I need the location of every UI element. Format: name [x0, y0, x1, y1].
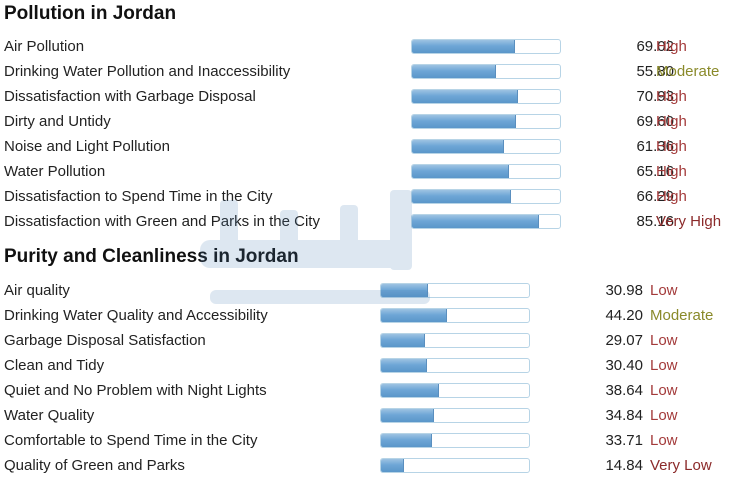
level-badge: High [656, 138, 687, 155]
level-badge: Very High [656, 213, 722, 230]
level-badge: Moderate [650, 307, 714, 324]
metric-value: 69.60 [636, 113, 674, 130]
metric-value: 65.16 [636, 163, 674, 180]
level-badge: High [656, 113, 687, 130]
progress-bar-fill [381, 284, 428, 297]
progress-bar-fill [412, 140, 504, 153]
metric-label: Dirty and Untidy [4, 113, 111, 130]
progress-bar-fill [381, 434, 432, 447]
metric-value: 14.84 [605, 457, 643, 474]
progress-bar [411, 89, 561, 104]
metric-value: 61.36 [636, 138, 674, 155]
metric-value: 66.29 [636, 188, 674, 205]
list-item: Drinking Water Quality and Accessibility… [0, 303, 736, 328]
list-item: Noise and Light Pollution 61.36 High [0, 134, 736, 159]
progress-bar [411, 214, 561, 229]
progress-bar [411, 39, 561, 54]
list-item: Air quality 30.98 Low [0, 278, 736, 303]
list-item: Quiet and No Problem with Night Lights 38… [0, 378, 736, 403]
list-item: Dissatisfaction with Green and Parks in … [0, 209, 736, 234]
progress-bar-fill [412, 190, 512, 203]
progress-bar [380, 383, 530, 398]
level-badge: Low [650, 407, 678, 424]
metric-value: 30.40 [605, 357, 643, 374]
progress-bar-fill [412, 165, 510, 178]
metric-value: 33.71 [605, 432, 643, 449]
metric-value: 55.80 [636, 63, 674, 80]
metric-value: 30.98 [605, 282, 643, 299]
list-item: Dissatisfaction with Garbage Disposal 70.… [0, 84, 736, 109]
metric-value: 34.84 [605, 407, 643, 424]
progress-bar [380, 458, 530, 473]
progress-bar-fill [381, 359, 427, 372]
metric-label: Air quality [4, 282, 70, 299]
metric-label: Garbage Disposal Satisfaction [4, 332, 206, 349]
level-badge: Low [650, 382, 678, 399]
level-badge: High [656, 163, 687, 180]
list-item: Comfortable to Spend Time in the City 33.… [0, 428, 736, 453]
progress-bar-fill [412, 115, 516, 128]
list-item: Drinking Water Pollution and Inaccessibi… [0, 59, 736, 84]
list-item: Dirty and Untidy 69.60 High [0, 109, 736, 134]
progress-bar [411, 114, 561, 129]
metric-value: 70.93 [636, 88, 674, 105]
level-badge: Low [650, 332, 678, 349]
metric-label: Water Pollution [4, 163, 106, 180]
section-title-purity: Purity and Cleanliness in Jordan [4, 246, 299, 267]
metric-label: Comfortable to Spend Time in the City [4, 432, 258, 449]
progress-bar [380, 433, 530, 448]
level-badge: Low [650, 282, 678, 299]
metric-label: Water Quality [4, 407, 95, 424]
level-badge: Low [650, 432, 678, 449]
metric-label: Dissatisfaction with Garbage Disposal [4, 88, 256, 105]
list-item: Dissatisfaction to Spend Time in the Cit… [0, 184, 736, 209]
progress-bar [411, 64, 561, 79]
metric-value: 69.02 [636, 38, 674, 55]
progress-bar [411, 139, 561, 154]
metric-value: 29.07 [605, 332, 643, 349]
list-item: Air Pollution 69.02 High [0, 34, 736, 59]
list-item: Water Pollution 65.16 High [0, 159, 736, 184]
metric-label: Drinking Water Quality and Accessibility [4, 307, 268, 324]
progress-bar [411, 189, 561, 204]
level-badge: Low [650, 357, 678, 374]
progress-bar-fill [412, 40, 516, 53]
progress-bar-fill [412, 65, 496, 78]
metric-label: Quiet and No Problem with Night Lights [4, 382, 267, 399]
metric-label: Dissatisfaction with Green and Parks in … [4, 213, 320, 230]
progress-bar [380, 283, 530, 298]
level-badge: High [656, 88, 687, 105]
level-badge: High [656, 38, 687, 55]
level-badge: Moderate [656, 63, 720, 80]
level-badge: High [656, 188, 687, 205]
list-item: Quality of Green and Parks 14.84 Very Low [0, 453, 736, 478]
progress-bar-fill [381, 384, 440, 397]
progress-bar-fill [381, 409, 434, 422]
metric-label: Air Pollution [4, 38, 85, 55]
metric-label: Drinking Water Pollution and Inaccessibi… [4, 63, 291, 80]
level-badge: Very Low [650, 457, 712, 474]
progress-bar-fill [412, 215, 540, 228]
progress-bar-fill [381, 459, 404, 472]
progress-bar [380, 333, 530, 348]
list-item: Clean and Tidy 30.40 Low [0, 353, 736, 378]
progress-bar-fill [381, 309, 448, 322]
list-item: Water Quality 34.84 Low [0, 403, 736, 428]
metric-label: Dissatisfaction to Spend Time in the Cit… [4, 188, 273, 205]
metric-value: 38.64 [605, 382, 643, 399]
progress-bar [411, 164, 561, 179]
metric-label: Quality of Green and Parks [4, 457, 185, 474]
metric-label: Clean and Tidy [4, 357, 105, 374]
metric-label: Noise and Light Pollution [4, 138, 170, 155]
metric-value: 44.20 [605, 307, 643, 324]
section-title-pollution: Pollution in Jordan [4, 3, 177, 24]
progress-bar-fill [381, 334, 426, 347]
list-item: Garbage Disposal Satisfaction 29.07 Low [0, 328, 736, 353]
progress-bar [380, 408, 530, 423]
progress-bar [380, 358, 530, 373]
progress-bar-fill [412, 90, 518, 103]
progress-bar [380, 308, 530, 323]
metric-value: 85.16 [636, 213, 674, 230]
